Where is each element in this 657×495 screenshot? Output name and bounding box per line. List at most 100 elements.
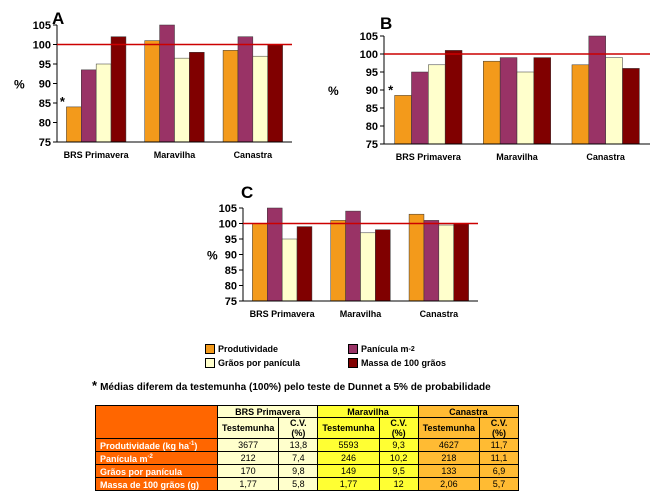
table-subheader: Testemunha xyxy=(317,417,380,439)
legend-swatch xyxy=(205,344,215,354)
table-row: Produtividade (kg ha-1) 3677 13,8 5593 9… xyxy=(95,438,520,452)
table-cell: 1,77 xyxy=(317,477,380,491)
significance-marker: * xyxy=(60,94,66,109)
x-tick-label: BRS Primavera xyxy=(250,309,316,319)
table-subheader: Testemunha xyxy=(216,417,280,439)
y-tick-label: 85 xyxy=(39,98,51,110)
table-cell: 133 xyxy=(417,464,481,478)
y-axis-label: % xyxy=(207,249,218,263)
table-cell: 11,1 xyxy=(479,451,520,465)
y-axis-label: % xyxy=(14,78,25,92)
y-tick-label: 100 xyxy=(33,40,51,52)
table-cell: 218 xyxy=(417,451,481,465)
x-tick-label: BRS Primavera xyxy=(64,150,130,160)
bar xyxy=(81,69,97,143)
table-subheader: C.V.(%) xyxy=(479,417,520,439)
bar xyxy=(281,238,298,302)
table-cell: 3677 xyxy=(216,438,280,452)
bar xyxy=(66,106,82,143)
table-cell: 12 xyxy=(378,477,419,491)
table-cell: 170 xyxy=(216,464,280,478)
bar xyxy=(144,40,160,143)
table-cell: 5,7 xyxy=(479,477,520,491)
x-tick-label: Maravilha xyxy=(154,150,197,160)
table-cell: 4627 xyxy=(417,438,481,452)
bar xyxy=(252,55,268,143)
table-group-header: BRS Primavera xyxy=(216,405,319,418)
y-tick-label: 95 xyxy=(225,234,237,246)
legend-item-produtividade: Produtividade xyxy=(205,344,278,354)
y-tick-label: 105 xyxy=(219,203,237,215)
bar xyxy=(444,50,463,145)
table-group-header: Maravilha xyxy=(317,405,419,418)
table-cell: 7,4 xyxy=(278,451,319,465)
bar xyxy=(267,207,283,302)
table-group-header-row: BRS Primavera Maravilha Canastra xyxy=(95,405,520,439)
bar xyxy=(571,64,590,145)
bar xyxy=(222,50,239,143)
table-row-label: Massa de 100 grãos (g) xyxy=(95,477,218,491)
x-tick-label: Maravilha xyxy=(496,152,539,162)
table-cell: 9,3 xyxy=(378,438,419,452)
footnote: * Médias diferem da testemunha (100%) pel… xyxy=(92,378,491,393)
bar xyxy=(516,71,535,145)
significance-marker: * xyxy=(388,82,394,97)
y-tick-label: 75 xyxy=(225,296,237,308)
legend: Produtividade Panícula m -2 Grãos por pan… xyxy=(205,344,465,374)
legend-label: Produtividade xyxy=(218,344,279,354)
bar xyxy=(483,60,501,145)
table-cell: 11,7 xyxy=(479,438,520,452)
bar xyxy=(499,57,518,145)
table-row: Massa de 100 grãos (g) 1,77 5,8 1,77 12 … xyxy=(95,477,520,491)
table-cell: 6,9 xyxy=(479,464,520,478)
bar xyxy=(296,226,313,302)
y-tick-label: 75 xyxy=(39,137,51,149)
bar xyxy=(533,57,551,145)
legend-item-graos: Grãos por panícula xyxy=(205,358,300,368)
y-tick-label: 75 xyxy=(366,139,378,151)
x-tick-label: Canastra xyxy=(234,150,274,160)
legend-label: Panícula m xyxy=(361,344,409,354)
bar xyxy=(95,63,112,143)
bar xyxy=(174,57,190,143)
bar xyxy=(252,223,268,302)
bar xyxy=(428,64,446,145)
y-tick-label: 90 xyxy=(366,85,378,97)
bar xyxy=(267,44,283,143)
y-tick-label: 95 xyxy=(366,67,378,79)
legend-swatch xyxy=(348,344,358,354)
y-tick-label: 90 xyxy=(39,79,51,91)
bar xyxy=(189,52,205,143)
table-cell: 13,8 xyxy=(278,438,319,452)
panel-label: C xyxy=(241,183,253,202)
table-cell: 1,77 xyxy=(216,477,280,491)
table-subheader: C.V.(%) xyxy=(378,417,419,439)
table-cell: 246 xyxy=(317,451,380,465)
table-row: Panícula m-2 212 7,4 246 10,2 218 11,1 xyxy=(95,451,520,465)
bar xyxy=(360,232,376,302)
table-cell: 10,2 xyxy=(378,451,419,465)
chart-b: B% 75 80 85 90 95 100 105 BRS Primavera Maravilha… xyxy=(328,14,650,162)
legend-label-sup: -2 xyxy=(408,345,415,353)
bar xyxy=(330,220,346,302)
bar xyxy=(423,220,440,302)
legend-item-panicula: Panícula m -2 xyxy=(348,344,415,354)
bar xyxy=(438,224,454,302)
table-subheader: Testemunha xyxy=(417,417,481,439)
y-tick-label: 100 xyxy=(219,219,237,231)
y-tick-label: 105 xyxy=(360,31,378,43)
bar xyxy=(453,223,469,302)
bar xyxy=(394,95,412,145)
bar xyxy=(110,36,127,143)
panel-label: B xyxy=(380,14,392,33)
bar xyxy=(375,229,391,302)
table-cell: 5593 xyxy=(317,438,380,452)
chart-a: A% 75 80 85 90 95 100 105 BRS Primavera Maravilha… xyxy=(14,9,292,160)
table-cell: 212 xyxy=(216,451,280,465)
legend-label: Grãos por panícula xyxy=(218,358,301,368)
y-tick-label: 105 xyxy=(33,20,51,32)
x-tick-label: Maravilha xyxy=(340,309,383,319)
table-subheader-row: Testemunha C.V.(%) Testemunha C.V.(%) Te… xyxy=(96,417,520,439)
y-tick-label: 90 xyxy=(225,250,237,262)
y-tick-label: 100 xyxy=(360,49,378,61)
